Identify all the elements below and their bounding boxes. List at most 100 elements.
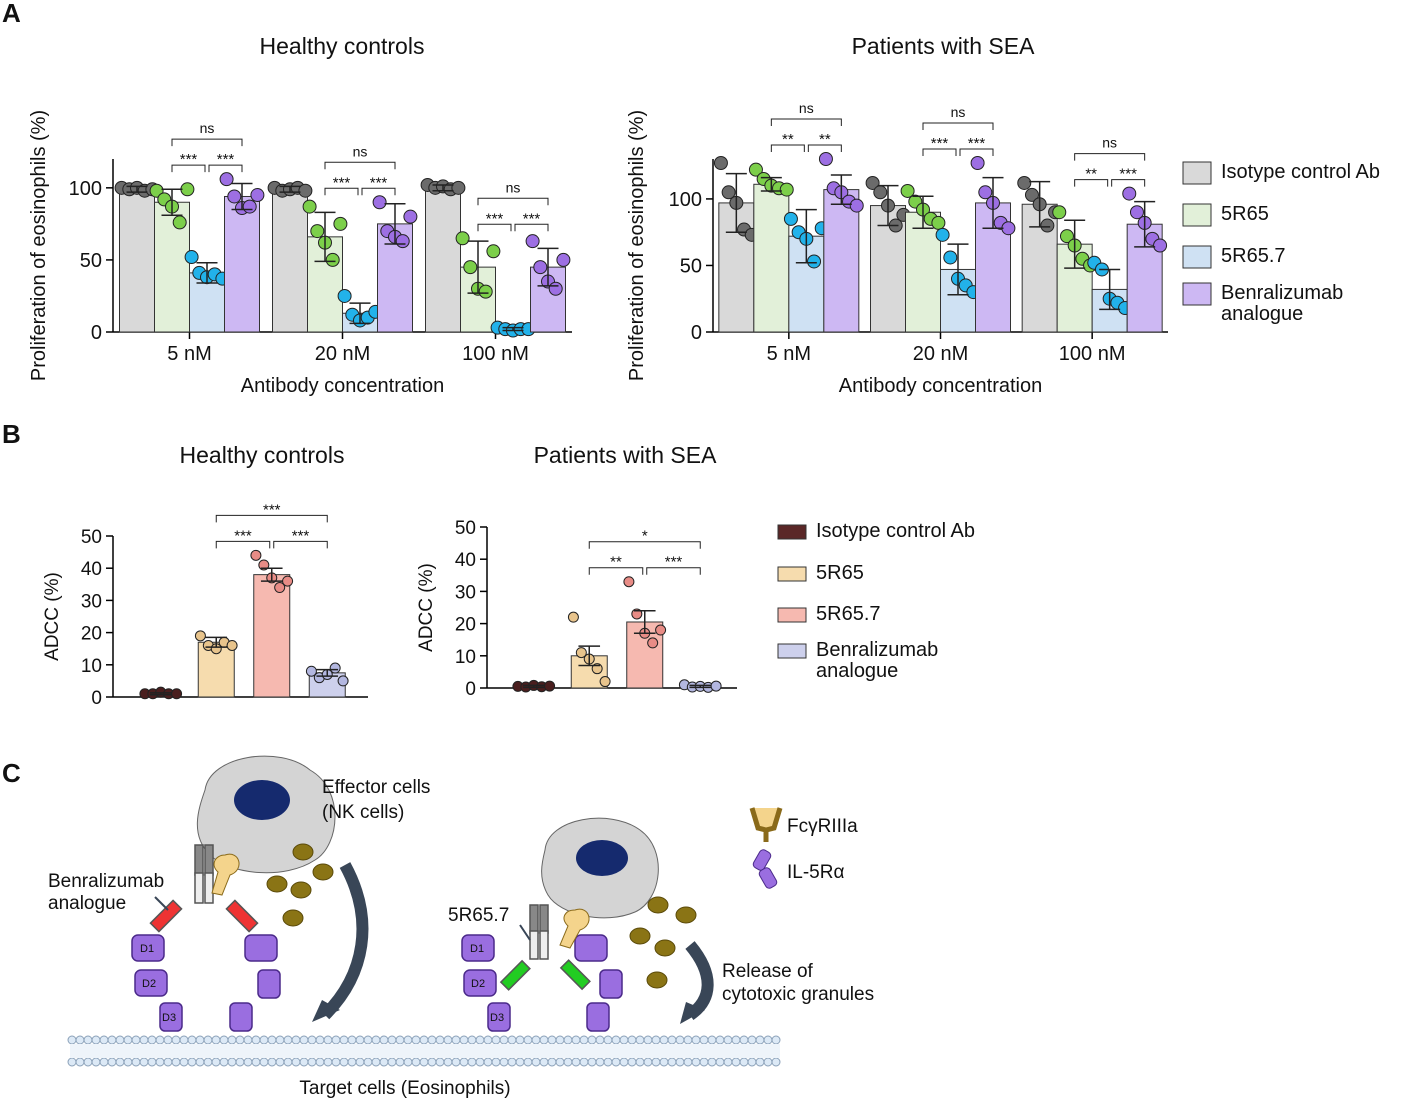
data-point <box>451 180 466 195</box>
x-tick-label: 5 nM <box>167 343 211 365</box>
label: analogue <box>48 893 126 914</box>
legend-entry: 5R65.7 <box>1221 246 1286 267</box>
lipid <box>651 1057 661 1067</box>
significance-bracket <box>922 148 957 156</box>
data-point <box>931 215 946 230</box>
error-bar <box>231 182 253 211</box>
y-tick-label: 30 <box>455 582 476 603</box>
lipid <box>195 1057 205 1067</box>
data-point <box>329 662 341 674</box>
lipid <box>483 1035 493 1045</box>
legend-label: IL-5Rα <box>787 862 844 883</box>
lipid <box>635 1057 645 1067</box>
data-point <box>194 630 206 642</box>
lipid <box>211 1057 221 1067</box>
data-point <box>1017 175 1032 190</box>
lipid <box>163 1035 173 1045</box>
lipid <box>491 1035 501 1045</box>
data-point <box>1040 218 1055 233</box>
lipid <box>603 1035 613 1045</box>
lipid <box>155 1057 165 1067</box>
chart-title: Patients with SEA <box>534 442 717 468</box>
error-bar <box>633 609 656 635</box>
data-point <box>748 162 763 177</box>
legend-icon <box>752 849 778 889</box>
lipid <box>683 1035 693 1045</box>
significance-bracket <box>215 514 328 523</box>
legend-swatch <box>777 607 807 623</box>
lipid <box>731 1035 741 1045</box>
lipid <box>259 1057 269 1067</box>
label: Effector cells <box>322 777 430 798</box>
significance-label: *** <box>292 527 310 544</box>
lipid <box>283 1035 293 1045</box>
data-point <box>1052 205 1067 220</box>
lipid <box>227 1035 237 1045</box>
lipid <box>363 1057 373 1067</box>
error-bar <box>1134 200 1156 248</box>
lipid <box>483 1057 493 1067</box>
data-point <box>180 182 195 197</box>
data-point <box>873 185 888 200</box>
y-tick-label: 50 <box>455 518 476 539</box>
data-point <box>171 688 183 700</box>
data-point <box>274 582 286 594</box>
lipid <box>179 1057 189 1067</box>
lipid <box>691 1057 701 1067</box>
error-bar <box>522 684 545 689</box>
lipid <box>315 1057 325 1067</box>
lipid <box>387 1035 397 1045</box>
legend-entry: 5R65 <box>816 563 864 584</box>
lipid <box>659 1057 669 1067</box>
error-bar <box>1099 268 1121 311</box>
error-bar <box>126 185 148 193</box>
data-point <box>219 172 234 187</box>
error-bar <box>1064 219 1086 269</box>
lipid <box>331 1057 341 1067</box>
data-point <box>172 215 187 230</box>
lipid <box>627 1035 637 1045</box>
legend-entry: Isotype control Ab <box>816 521 975 542</box>
lipid <box>107 1035 117 1045</box>
lipid <box>187 1057 197 1067</box>
bar <box>224 195 260 333</box>
significance-label: ns <box>353 143 368 159</box>
significance-label: *** <box>370 174 388 191</box>
error-bar <box>982 176 1004 229</box>
legend-label: 5R65.7 <box>816 604 881 625</box>
lipid <box>659 1035 669 1045</box>
domain: D3 <box>490 1012 504 1024</box>
legend-swatch <box>1182 203 1212 227</box>
data-point <box>1059 229 1074 244</box>
lipid <box>499 1035 509 1045</box>
significance-label: *** <box>665 554 683 571</box>
data-point <box>865 175 880 190</box>
lipid <box>283 1057 293 1067</box>
lipid <box>715 1035 725 1045</box>
data-point <box>486 244 501 259</box>
membrane-core <box>70 1044 780 1058</box>
domain: D1 <box>140 943 154 955</box>
significance-label: ns <box>506 179 521 195</box>
lipid <box>171 1035 181 1045</box>
significance-bracket <box>171 138 243 147</box>
significance-bracket <box>770 144 805 152</box>
lipid <box>563 1057 573 1067</box>
bar <box>253 574 291 698</box>
data-point <box>525 234 540 249</box>
significance-bracket <box>273 540 328 549</box>
lipid <box>299 1057 309 1067</box>
domain-labels: D1 D2 D3 D1 D2 D3 <box>140 943 504 1024</box>
y-tick-label: 50 <box>680 255 702 277</box>
significance-label: *** <box>523 210 541 227</box>
legend-swatch <box>1182 282 1212 306</box>
y-axis-label: ADCC (%) <box>416 563 437 652</box>
lipid <box>203 1057 213 1067</box>
error-bar <box>314 211 336 263</box>
lipid <box>267 1057 277 1067</box>
legend-entry: 5R65.7 <box>816 604 881 625</box>
data-point <box>556 252 571 267</box>
significance-bracket <box>171 164 206 173</box>
lipid <box>579 1035 589 1045</box>
lipid <box>371 1035 381 1045</box>
